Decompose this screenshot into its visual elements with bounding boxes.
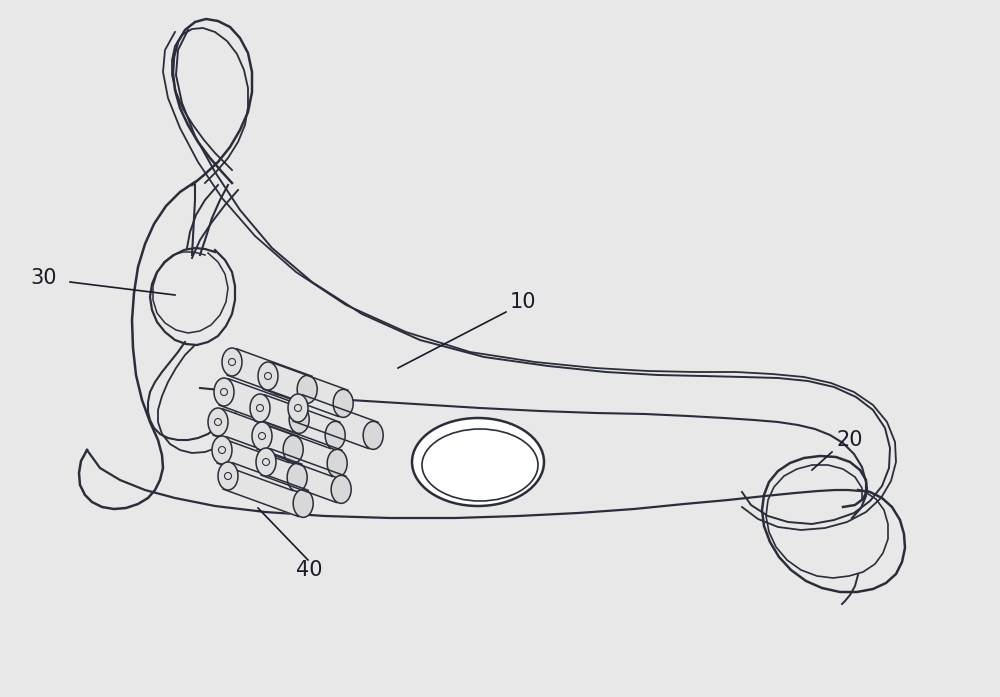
Polygon shape <box>219 379 304 433</box>
Polygon shape <box>257 423 342 477</box>
Ellipse shape <box>256 448 276 476</box>
Polygon shape <box>227 348 312 402</box>
Polygon shape <box>263 363 348 417</box>
Ellipse shape <box>293 489 313 517</box>
Polygon shape <box>223 463 308 516</box>
Ellipse shape <box>363 422 383 450</box>
Polygon shape <box>261 449 346 503</box>
Ellipse shape <box>222 348 242 376</box>
Ellipse shape <box>412 418 544 506</box>
Ellipse shape <box>250 394 270 422</box>
Ellipse shape <box>218 462 238 490</box>
Ellipse shape <box>287 464 307 491</box>
Ellipse shape <box>283 436 303 464</box>
Polygon shape <box>293 395 378 448</box>
Ellipse shape <box>212 436 232 464</box>
Text: 20: 20 <box>836 430 862 450</box>
Ellipse shape <box>331 475 351 503</box>
Ellipse shape <box>325 422 345 450</box>
Ellipse shape <box>333 390 353 418</box>
Ellipse shape <box>297 376 317 404</box>
Polygon shape <box>213 409 298 463</box>
Polygon shape <box>217 437 302 491</box>
Text: 10: 10 <box>510 292 536 312</box>
Ellipse shape <box>252 422 272 450</box>
Ellipse shape <box>327 450 347 477</box>
Ellipse shape <box>258 362 278 390</box>
Ellipse shape <box>289 406 309 434</box>
Ellipse shape <box>214 378 234 406</box>
Text: 30: 30 <box>30 268 57 288</box>
Polygon shape <box>255 395 340 448</box>
Ellipse shape <box>208 408 228 436</box>
Text: 40: 40 <box>296 560 323 580</box>
Ellipse shape <box>288 394 308 422</box>
Ellipse shape <box>422 429 538 501</box>
